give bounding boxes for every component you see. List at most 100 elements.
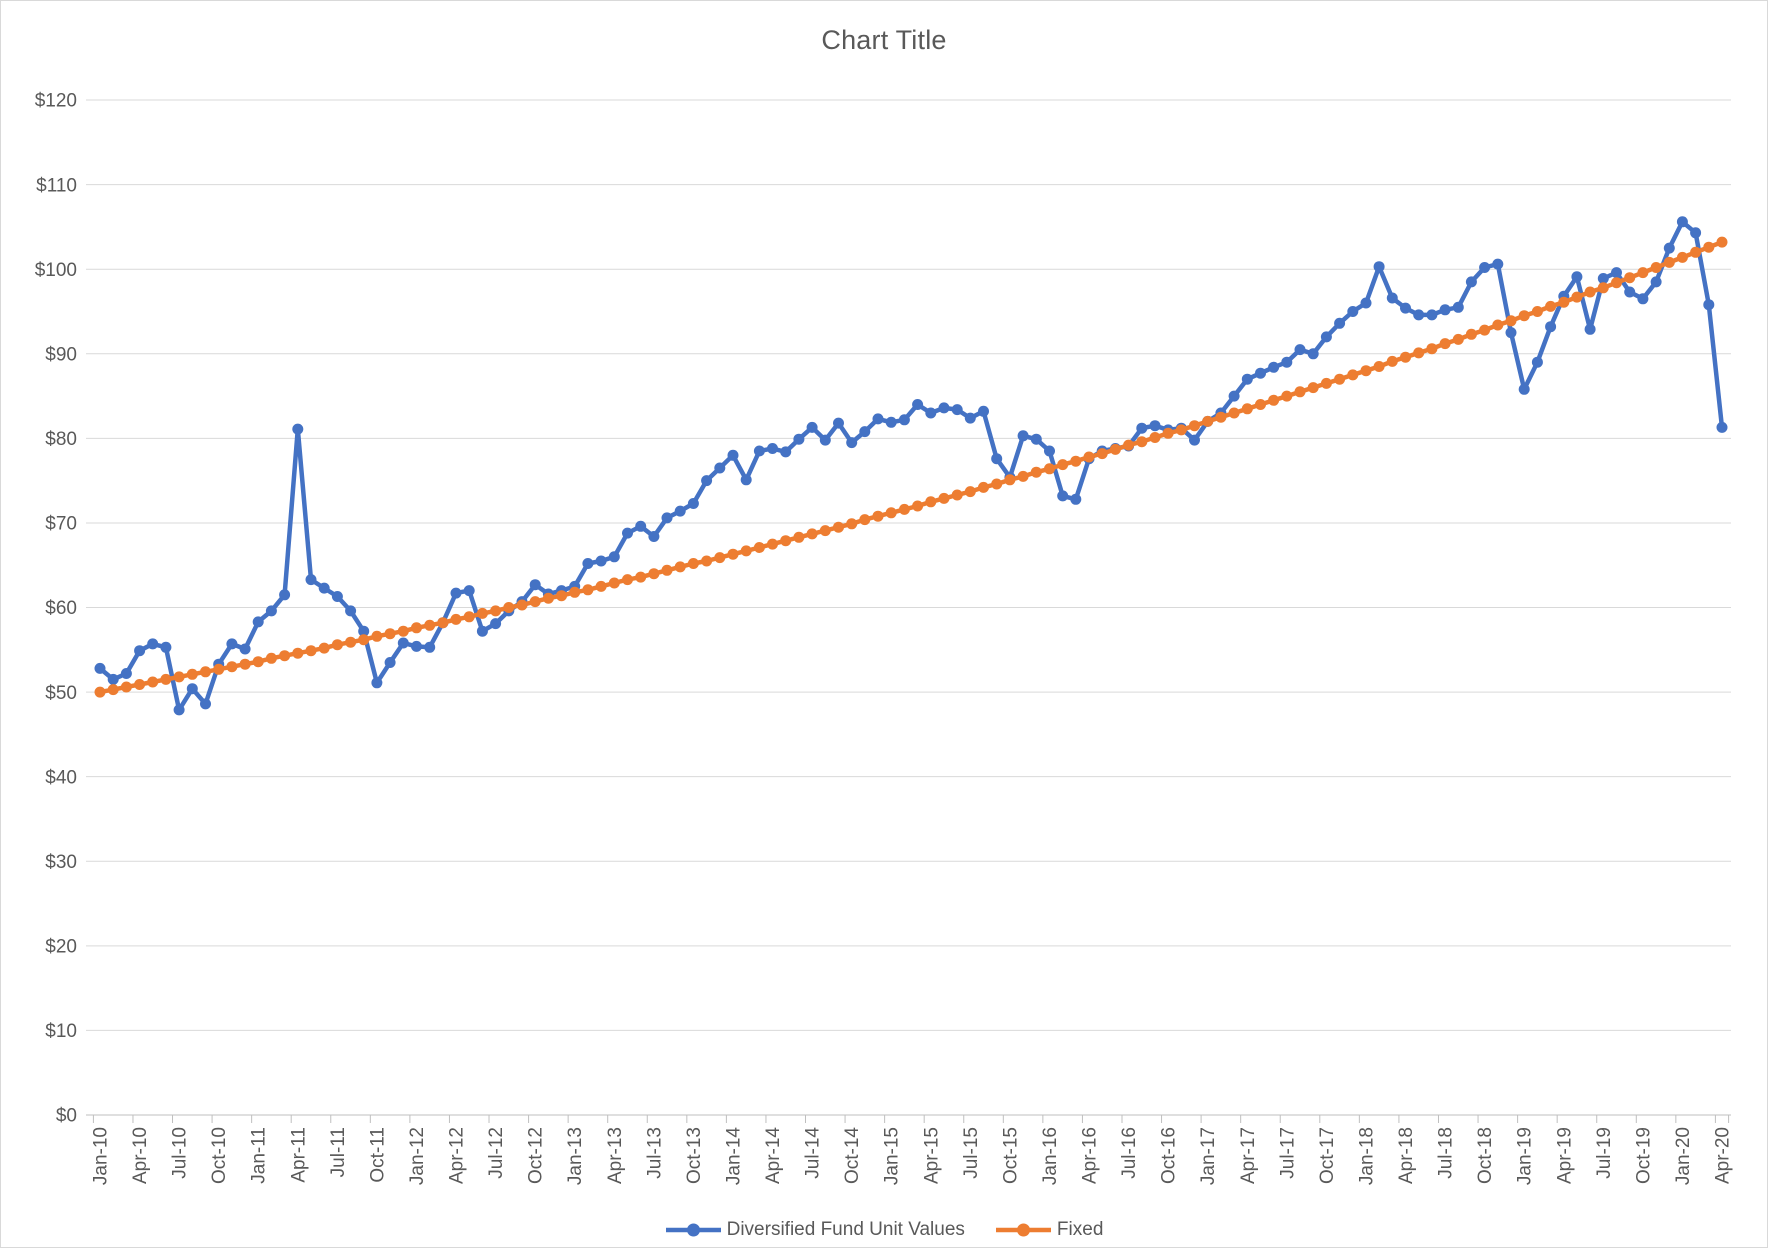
data-point-marker (239, 643, 251, 655)
data-point-marker (1400, 351, 1411, 363)
data-point-marker (397, 625, 409, 637)
data-point-marker (1637, 293, 1649, 305)
x-tick-label: Apr-12 (447, 1127, 468, 1184)
x-tick-label: Oct-19 (1633, 1127, 1654, 1184)
data-point-marker (1294, 386, 1306, 398)
series-fixed[interactable] (94, 236, 1728, 698)
data-point-marker (1413, 347, 1425, 359)
data-point-marker (345, 605, 357, 617)
data-point-marker (1241, 403, 1253, 415)
data-point-marker (1030, 433, 1042, 445)
data-point-marker (384, 628, 396, 640)
data-point-marker (411, 622, 422, 634)
y-tick-label: $80 (45, 429, 77, 450)
data-point-marker (608, 551, 620, 563)
legend-item-fixed[interactable]: Fixed (995, 1219, 1103, 1241)
data-point-marker (1505, 327, 1517, 339)
data-point-marker (1518, 383, 1530, 395)
data-point-marker (925, 407, 937, 419)
y-tick-label: $30 (45, 852, 77, 873)
series-diversified[interactable] (94, 216, 1728, 716)
x-tick-label: Jul-14 (803, 1127, 824, 1179)
data-point-marker (1465, 328, 1477, 340)
x-tick-label: Jul-15 (961, 1127, 982, 1179)
data-point-marker (780, 535, 792, 547)
x-tick-label: Oct-10 (209, 1127, 230, 1184)
data-point-marker (186, 668, 198, 680)
x-tick-label: Jan-12 (407, 1127, 428, 1185)
data-point-marker (648, 531, 660, 542)
data-point-marker (503, 602, 515, 613)
y-tick-label: $110 (36, 175, 77, 196)
x-tick-label: Apr-14 (763, 1127, 784, 1184)
data-point-marker (1044, 463, 1055, 475)
data-point-marker (701, 475, 713, 487)
x-tick-label: Apr-20 (1713, 1127, 1734, 1184)
data-point-marker (94, 686, 106, 698)
data-point-marker (833, 417, 844, 429)
x-tick-label: Oct-16 (1159, 1127, 1180, 1184)
data-point-marker (371, 677, 383, 689)
data-point-marker (424, 619, 436, 631)
data-point-marker (938, 492, 950, 504)
data-point-marker (1716, 236, 1728, 248)
x-tick-label: Jan-18 (1356, 1127, 1377, 1185)
data-point-marker (1400, 302, 1411, 314)
data-point-marker (1584, 323, 1596, 335)
data-point-marker (964, 486, 976, 498)
data-point-marker (1334, 373, 1346, 385)
data-point-marker (1452, 333, 1464, 345)
data-point-marker (622, 527, 633, 539)
data-point-marker (1373, 261, 1385, 273)
x-tick-label: Jul-12 (486, 1127, 507, 1179)
x-tick-label: Jul-17 (1277, 1127, 1298, 1179)
data-point-marker (490, 618, 502, 630)
data-point-marker (1479, 262, 1491, 273)
x-tick-label: Jan-15 (882, 1127, 903, 1185)
data-point-marker (938, 402, 950, 414)
data-point-marker (147, 676, 159, 688)
data-point-marker (1386, 355, 1398, 367)
data-point-marker (1492, 319, 1504, 331)
data-point-marker (279, 650, 291, 662)
legend-item-diversified[interactable]: Diversified Fund Unit Values (665, 1219, 965, 1241)
data-point-marker (714, 552, 726, 564)
data-point-marker (1294, 344, 1306, 356)
x-tick-label: Jul-11 (328, 1127, 349, 1177)
data-point-marker (793, 433, 805, 445)
data-point-marker (1637, 267, 1649, 279)
data-point-marker (1360, 297, 1372, 309)
data-point-marker (107, 673, 119, 685)
data-point-marker (714, 462, 726, 474)
data-point-marker (661, 564, 673, 576)
data-point-marker (1123, 439, 1135, 451)
data-point-marker (1690, 227, 1702, 239)
data-point-marker (1281, 390, 1293, 402)
data-point-marker (1149, 420, 1161, 432)
data-point-marker (1241, 373, 1253, 385)
data-point-marker (1334, 317, 1346, 329)
data-point-marker (1149, 432, 1161, 443)
y-tick-label: $70 (45, 514, 77, 535)
data-point-marker (1162, 427, 1174, 439)
legend-label-fixed: Fixed (1056, 1219, 1104, 1240)
data-point-marker (265, 652, 277, 664)
data-point-marker (94, 662, 106, 674)
data-point-marker (1136, 422, 1148, 434)
data-point-marker (569, 586, 581, 598)
data-point-marker (687, 558, 699, 569)
data-point-marker (120, 681, 132, 693)
data-point-marker (595, 580, 607, 592)
x-tick-label: Apr-18 (1396, 1127, 1417, 1184)
y-tick-label: $50 (45, 683, 77, 704)
data-point-marker (1268, 361, 1280, 373)
data-point-marker (542, 592, 554, 604)
y-tick-label: $60 (45, 598, 77, 619)
data-point-marker (1413, 309, 1425, 321)
legend-marker-fixed-icon (995, 1223, 1051, 1237)
x-tick-label: Oct-11 (367, 1127, 388, 1183)
data-point-marker (582, 584, 594, 596)
data-point-marker (200, 698, 211, 710)
